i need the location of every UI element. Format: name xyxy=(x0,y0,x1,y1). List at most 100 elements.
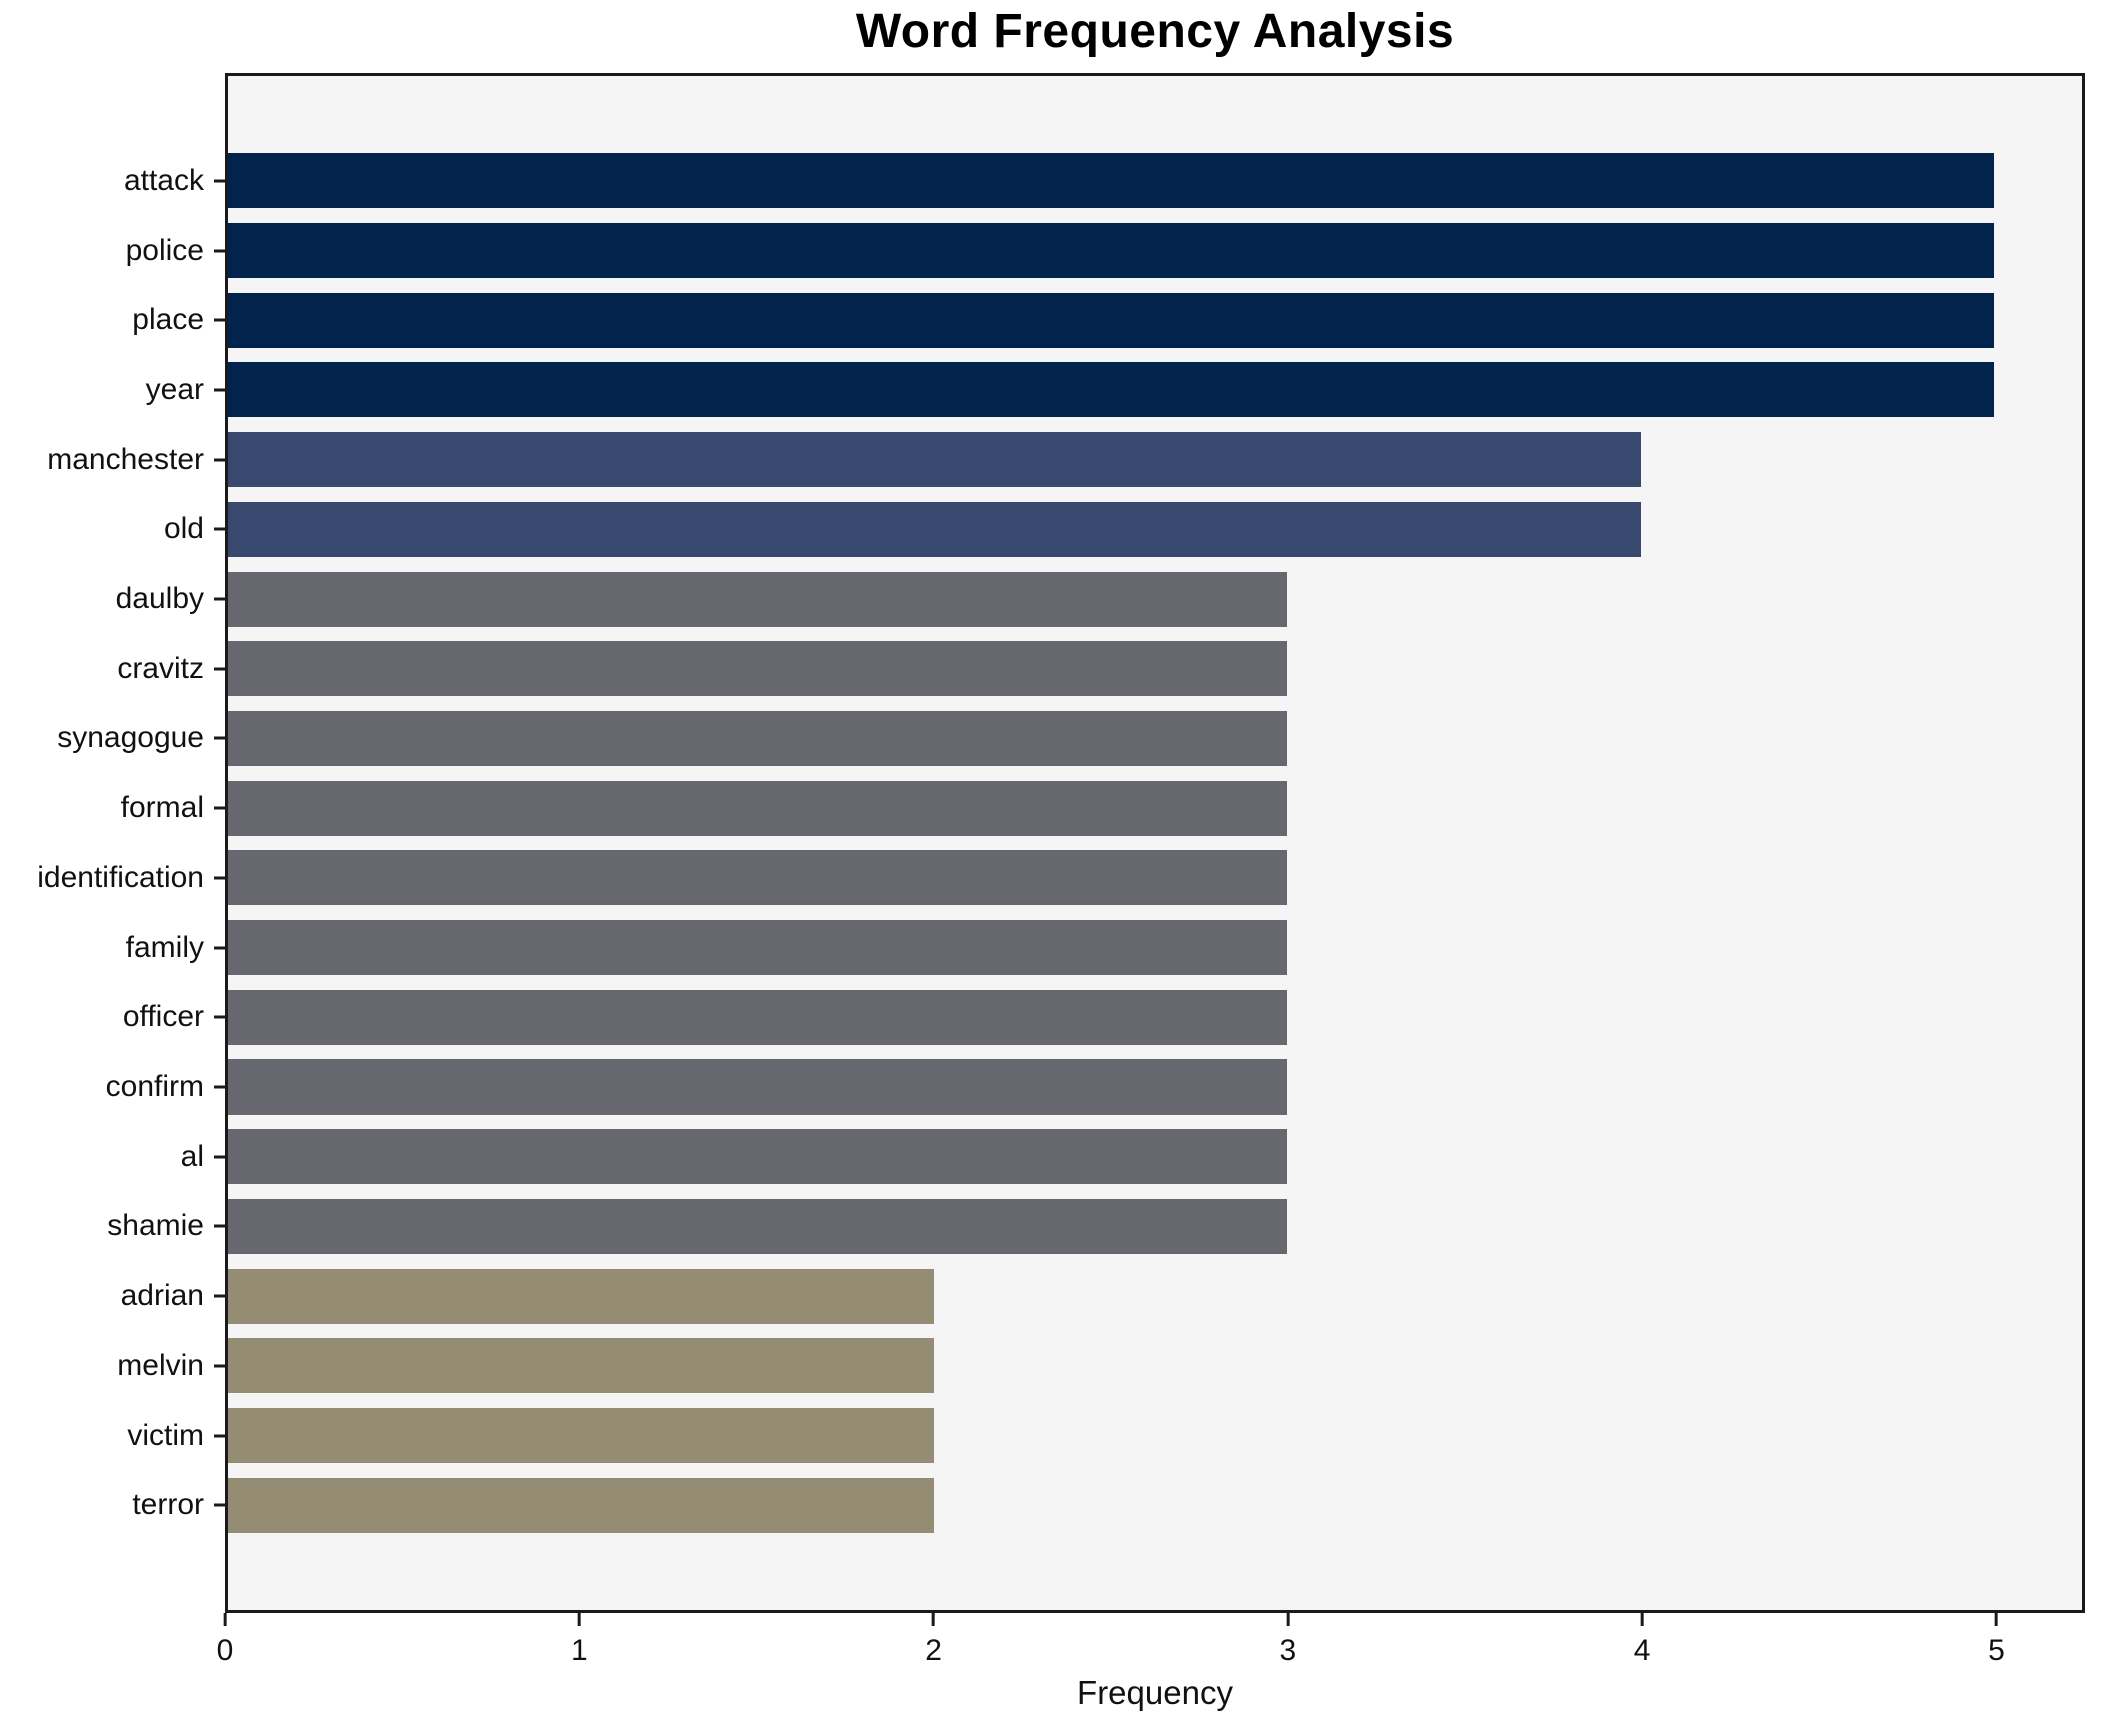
bar-row: daulby xyxy=(116,564,2082,634)
bar-row: place xyxy=(132,285,2082,355)
bar xyxy=(228,989,1288,1045)
bar xyxy=(228,1407,935,1464)
bar xyxy=(228,850,1288,906)
y-tick xyxy=(214,1294,225,1298)
y-tick xyxy=(214,179,225,183)
y-tick-label: terror xyxy=(132,1488,204,1522)
bar xyxy=(228,1198,1288,1254)
plot-area: attack police place year manchester old daulby… xyxy=(37,73,2085,1613)
y-tick xyxy=(214,946,225,950)
y-tick-label: confirm xyxy=(105,1069,204,1103)
bar-row: manchester xyxy=(47,425,2082,495)
bar xyxy=(228,292,1994,348)
y-tick xyxy=(214,667,225,671)
y-tick xyxy=(214,876,225,880)
y-tick xyxy=(214,736,225,740)
y-tick-label: year xyxy=(145,372,204,406)
bar-row: victim xyxy=(127,1401,2082,1471)
y-tick xyxy=(214,1224,225,1228)
y-tick-label: police xyxy=(125,233,204,267)
x-axis: 0 1 2 3 4 5 xyxy=(217,1613,2085,1683)
x-tick-label: 2 xyxy=(925,1634,942,1667)
x-tick-mark xyxy=(1640,1613,1644,1626)
y-tick-label: shamie xyxy=(107,1209,204,1243)
y-tick xyxy=(214,1015,225,1019)
y-tick-label: adrian xyxy=(120,1279,204,1313)
bar-row: cravitz xyxy=(117,634,2082,704)
y-tick-label: daulby xyxy=(115,582,204,616)
bar-row: adrian xyxy=(121,1261,2082,1331)
y-tick xyxy=(214,249,225,253)
y-tick-label: attack xyxy=(123,163,204,197)
bar xyxy=(228,710,1288,766)
y-tick-label: identification xyxy=(37,860,204,894)
y-tick xyxy=(214,458,225,462)
bar-row: year xyxy=(146,355,2082,425)
bar-row: identification xyxy=(37,843,2082,913)
bar xyxy=(228,1268,935,1324)
bar-row: shamie xyxy=(107,1192,2082,1262)
bar xyxy=(228,362,1994,418)
y-tick-label: family xyxy=(125,930,204,964)
x-tick: 1 xyxy=(571,1613,588,1668)
y-tick xyxy=(214,1503,225,1507)
bar-row: formal xyxy=(121,773,2082,843)
bar-row: old xyxy=(164,495,2082,565)
bar xyxy=(228,432,1641,488)
y-tick-label: victim xyxy=(127,1418,204,1452)
chart-title: Word Frequency Analysis xyxy=(855,5,1455,58)
bar xyxy=(228,501,1641,557)
bar xyxy=(228,780,1288,836)
y-tick xyxy=(214,318,225,322)
bar-row: melvin xyxy=(117,1331,2082,1401)
x-tick-label: 1 xyxy=(570,1634,588,1667)
bar xyxy=(228,571,1288,627)
x-tick: 2 xyxy=(925,1613,942,1668)
bar-row: synagogue xyxy=(57,704,2082,774)
x-tick-mark xyxy=(1994,1613,1998,1626)
x-tick-mark xyxy=(577,1613,581,1626)
y-tick-label: formal xyxy=(120,791,204,825)
bar-row: family xyxy=(126,913,2082,983)
y-tick-label: cravitz xyxy=(117,651,204,685)
bar xyxy=(228,1477,935,1533)
y-tick xyxy=(214,1434,225,1437)
bar-rows: attack police place year manchester old daulby… xyxy=(37,146,2082,1540)
y-tick-label: synagogue xyxy=(57,721,204,755)
bar-row: confirm xyxy=(106,1052,2082,1122)
y-tick-label: melvin xyxy=(117,1348,204,1382)
bar xyxy=(228,1129,1288,1185)
x-tick: 4 xyxy=(1633,1613,1651,1668)
x-axis-label: Frequency xyxy=(1077,1674,1233,1711)
y-tick-label: al xyxy=(180,1139,204,1173)
y-tick-label: place xyxy=(132,303,204,337)
bar-row: officer xyxy=(123,982,2082,1052)
bar xyxy=(228,153,1994,209)
bar-row: al xyxy=(181,1122,2082,1192)
y-tick xyxy=(214,1364,225,1368)
x-tick-label: 4 xyxy=(1633,1634,1651,1667)
y-tick xyxy=(214,1085,225,1089)
x-tick-mark xyxy=(223,1613,227,1626)
x-tick-label: 5 xyxy=(1988,1634,2005,1667)
bar-row: police xyxy=(126,216,2082,286)
y-tick xyxy=(214,527,225,531)
x-tick-mark xyxy=(932,1613,936,1626)
bar-row: terror xyxy=(132,1470,2082,1540)
x-tick-label: 0 xyxy=(216,1634,234,1667)
y-tick-label: officer xyxy=(122,1000,204,1034)
x-tick: 3 xyxy=(1280,1613,1296,1668)
x-tick-mark xyxy=(1286,1613,1290,1626)
bar xyxy=(228,1059,1288,1115)
y-tick-label: manchester xyxy=(47,442,204,476)
y-tick xyxy=(214,388,225,392)
bar xyxy=(228,641,1288,697)
bar xyxy=(228,1338,935,1394)
bar xyxy=(228,920,1288,976)
bar-row: attack xyxy=(124,146,2082,216)
x-tick: 5 xyxy=(1988,1613,2005,1668)
bar xyxy=(228,223,1994,279)
y-tick xyxy=(214,1155,225,1159)
y-tick xyxy=(214,597,225,601)
